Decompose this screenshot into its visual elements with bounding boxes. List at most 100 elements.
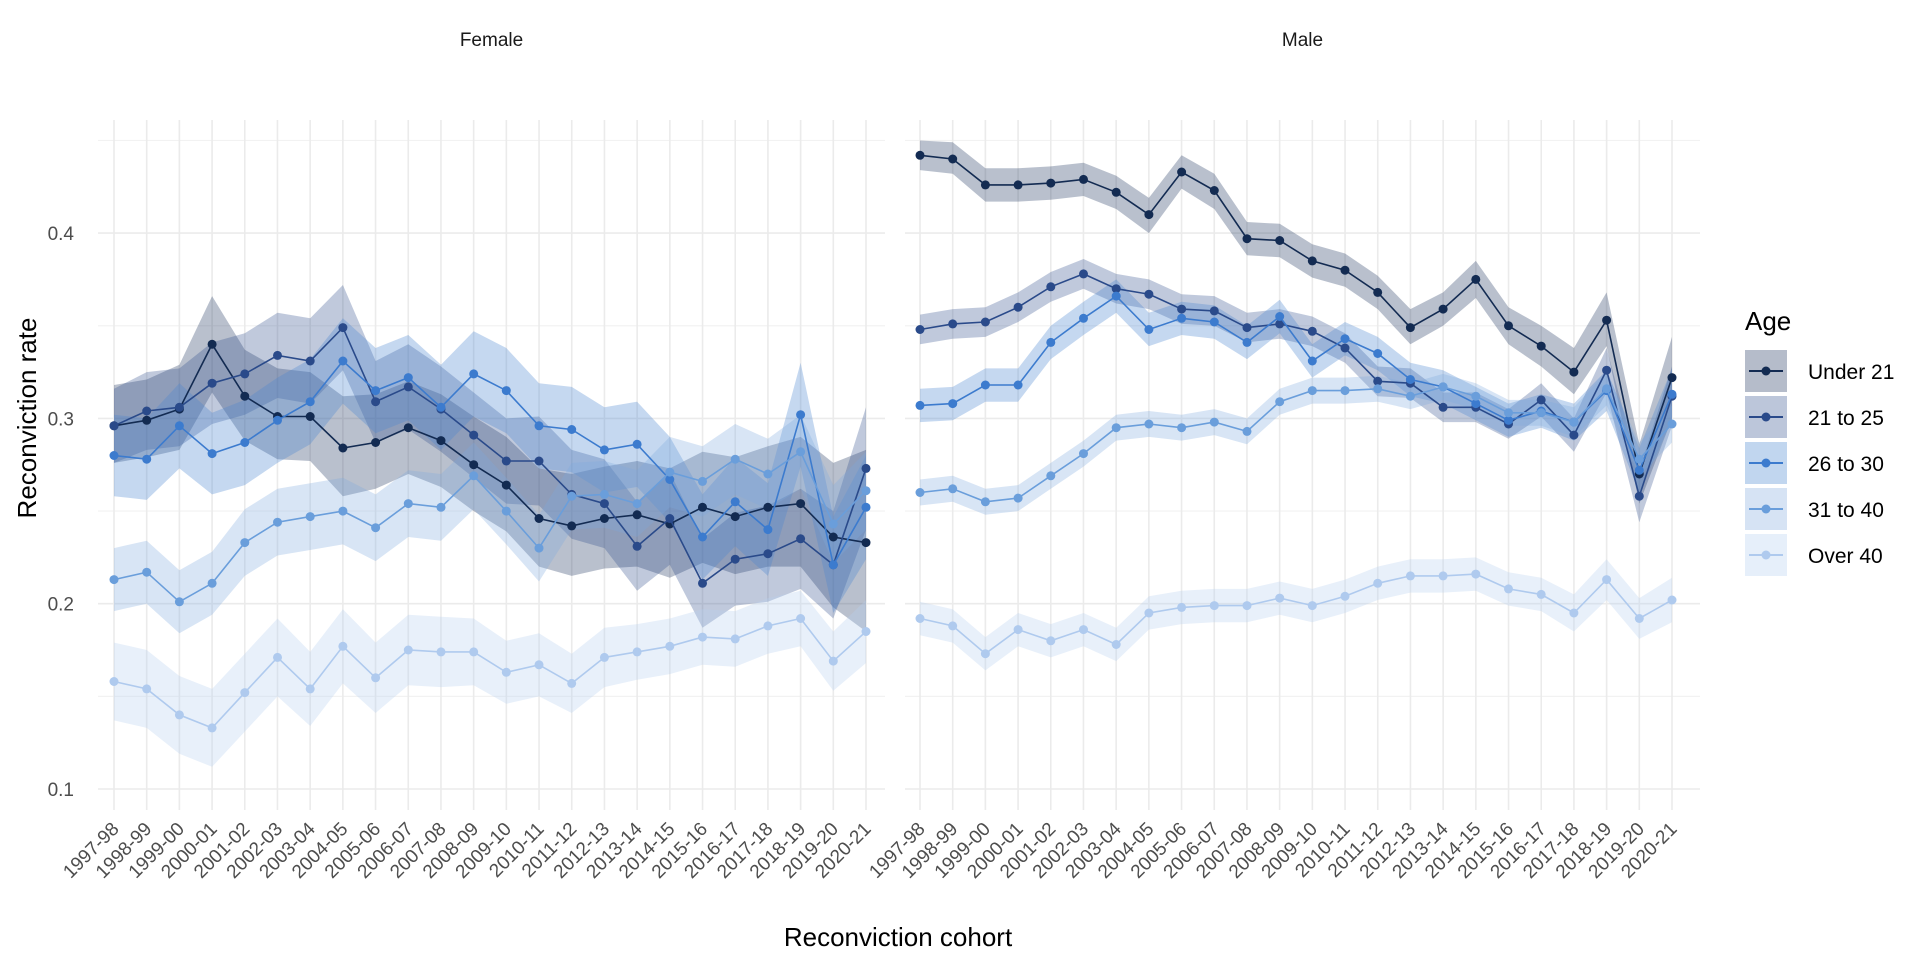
data-point-26-to-30 (305, 397, 315, 407)
data-point-31-to-40 (1405, 391, 1415, 401)
data-point-over-40 (338, 641, 348, 651)
data-point-over-40 (1242, 601, 1252, 611)
data-point-over-40 (501, 667, 511, 677)
data-point-26-to-30 (698, 532, 707, 542)
facet-panel-male: Male1997-981998-991999-002000-012001-022… (865, 30, 1700, 883)
data-point-26-to-30 (1471, 399, 1481, 409)
data-point-26-to-30 (730, 497, 740, 507)
data-point-26-to-30 (338, 356, 348, 366)
data-point-under-21 (371, 438, 381, 447)
data-point-31-to-40 (980, 497, 990, 507)
data-point-26-to-30 (1013, 380, 1023, 390)
legend-key-point (1761, 458, 1771, 468)
data-point-over-40 (1634, 614, 1644, 623)
data-point-under-21 (632, 510, 642, 520)
data-point-31-to-40 (273, 517, 282, 527)
data-point-over-40 (861, 627, 871, 636)
data-point-21-to-25 (338, 323, 348, 333)
data-point-26-to-30 (915, 400, 925, 410)
data-point-26-to-30 (403, 373, 413, 383)
data-point-31-to-40 (599, 489, 609, 499)
data-point-under-21 (948, 154, 958, 164)
data-point-26-to-30 (436, 402, 446, 412)
data-point-26-to-30 (1111, 291, 1121, 301)
data-point-26-to-30 (501, 386, 511, 396)
data-point-21-to-25 (599, 499, 609, 509)
data-point-over-40 (534, 660, 544, 670)
data-point-31-to-40 (142, 567, 152, 577)
data-point-21-to-25 (632, 541, 642, 551)
data-point-over-40 (796, 614, 806, 623)
data-point-over-40 (665, 641, 675, 651)
data-point-31-to-40 (240, 538, 250, 548)
data-point-over-40 (1177, 602, 1187, 612)
data-point-31-to-40 (174, 597, 184, 607)
data-point-under-21 (796, 499, 806, 509)
data-point-over-40 (207, 723, 217, 733)
series-line-over-40 (113, 617, 867, 729)
data-point-over-40 (436, 647, 446, 657)
data-point-26-to-30 (174, 421, 184, 431)
data-point-under-21 (240, 391, 250, 401)
data-point-over-40 (1438, 571, 1448, 581)
legend-item-31-to-40: 31 to 40 (1745, 488, 1884, 530)
data-point-over-40 (567, 678, 577, 688)
data-point-21-to-25 (1242, 323, 1252, 333)
data-point-under-21 (567, 521, 577, 531)
data-point-under-21 (1504, 321, 1513, 331)
data-point-26-to-30 (1504, 415, 1513, 425)
data-point-21-to-25 (1634, 491, 1644, 501)
legend-label: 21 to 25 (1808, 407, 1884, 430)
series-line-21-to-25 (919, 273, 1673, 500)
data-point-21-to-25 (1046, 282, 1056, 292)
data-point-over-40 (763, 621, 773, 631)
series-line-under-21 (113, 342, 867, 544)
data-point-under-21 (1340, 265, 1350, 275)
data-point-26-to-30 (948, 399, 958, 409)
data-point-31-to-40 (1275, 397, 1285, 407)
legend-key-point (1761, 412, 1771, 422)
data-point-under-21 (828, 532, 838, 542)
legend-item-26-to-30: 26 to 30 (1745, 442, 1884, 484)
data-point-31-to-40 (730, 454, 740, 464)
data-point-26-to-30 (1667, 389, 1677, 399)
data-point-26-to-30 (534, 421, 544, 431)
data-point-21-to-25 (915, 325, 925, 334)
data-point-under-21 (1013, 180, 1023, 190)
data-point-31-to-40 (338, 506, 348, 516)
ci-ribbon-31-to-40 (114, 414, 866, 634)
data-point-26-to-30 (1144, 325, 1154, 334)
data-point-21-to-25 (698, 578, 707, 588)
legend-item-21-to-25: 21 to 25 (1745, 396, 1884, 438)
data-point-21-to-25 (1536, 395, 1546, 405)
data-point-31-to-40 (1504, 408, 1513, 418)
legend-title: Age (1745, 306, 1791, 336)
data-point-over-40 (403, 645, 413, 655)
data-point-26-to-30 (1634, 465, 1644, 475)
data-point-21-to-25 (469, 430, 479, 440)
data-point-under-21 (142, 415, 152, 425)
data-point-21-to-25 (1079, 269, 1088, 279)
data-point-26-to-30 (567, 425, 577, 434)
legend-item-under-21: Under 21 (1745, 350, 1894, 392)
data-point-21-to-25 (1307, 326, 1317, 336)
data-point-26-to-30 (599, 445, 609, 455)
data-point-over-40 (240, 688, 250, 698)
data-point-under-21 (730, 512, 740, 522)
data-point-21-to-25 (1602, 365, 1612, 375)
data-point-under-21 (599, 514, 609, 523)
y-axis-title: Reconviction rate (12, 318, 42, 519)
data-point-31-to-40 (403, 499, 413, 509)
y-tick-label: 0.1 (48, 780, 74, 801)
data-point-26-to-30 (632, 439, 642, 449)
data-point-21-to-25 (980, 317, 990, 327)
data-point-21-to-25 (861, 463, 871, 473)
data-point-26-to-30 (1079, 313, 1088, 323)
data-point-21-to-25 (534, 456, 544, 466)
data-point-under-21 (1536, 341, 1546, 351)
ci-ribbon-over-40 (114, 590, 866, 767)
data-point-over-40 (1209, 601, 1219, 611)
data-point-under-21 (698, 502, 707, 512)
data-point-under-21 (1275, 236, 1285, 245)
